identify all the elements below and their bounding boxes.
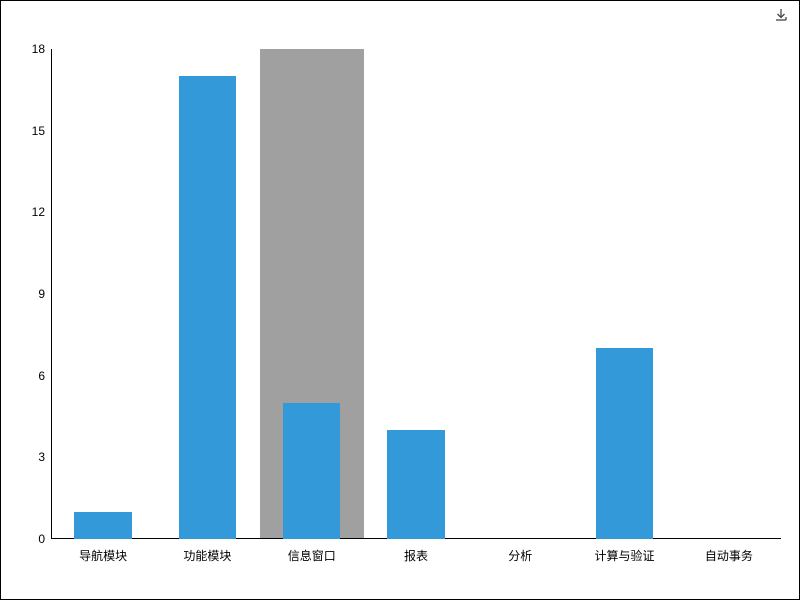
- y-tick-label: 9: [38, 287, 51, 301]
- x-tick-label: 计算与验证: [595, 539, 655, 564]
- x-tick-label: 自动事务: [705, 539, 753, 564]
- download-icon[interactable]: [773, 7, 789, 23]
- bar[interactable]: [283, 403, 340, 539]
- y-tick-label: 18: [32, 42, 51, 56]
- x-tick-label: 导航模块: [79, 539, 127, 564]
- y-tick-label: 6: [38, 369, 51, 383]
- y-tick-label: 3: [38, 450, 51, 464]
- x-tick-label: 功能模块: [183, 539, 231, 564]
- y-tick-label: 12: [32, 205, 51, 219]
- bar[interactable]: [387, 430, 444, 539]
- y-axis-line: [51, 49, 52, 539]
- plot-area: 0369121518导航模块功能模块信息窗口报表分析计算与验证自动事务: [51, 49, 781, 539]
- y-tick-label: 15: [32, 124, 51, 138]
- bar[interactable]: [179, 76, 236, 539]
- x-tick-label: 分析: [508, 539, 532, 564]
- bar[interactable]: [596, 348, 653, 539]
- chart-container: 0 3 6 9 12 15 18 导航模块 功能模块 信息窗口 报表 分析 计算与验证 自动事务: [0, 0, 800, 600]
- bar[interactable]: [74, 512, 131, 539]
- x-tick-label: 报表: [404, 539, 428, 564]
- y-tick-label: 0: [38, 532, 51, 546]
- x-tick-label: 信息窗口: [288, 539, 336, 564]
